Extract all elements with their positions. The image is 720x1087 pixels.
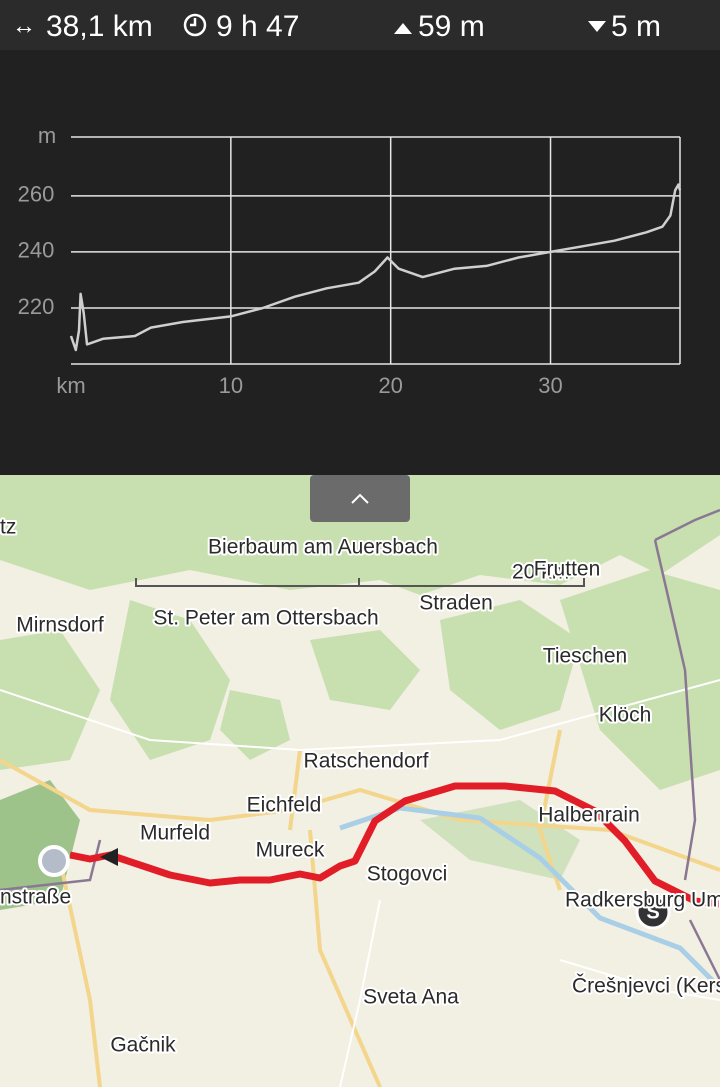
end-marker[interactable] <box>38 845 70 877</box>
chart-panel <box>0 50 720 475</box>
y-tick-label: 240 <box>18 238 55 263</box>
place-label: Bierbaum am Auersbach <box>208 536 438 559</box>
duration: 9 h 47 <box>216 10 299 43</box>
place-label: Eichfeld <box>247 794 322 817</box>
x-tick-label: 10 <box>219 373 243 398</box>
place-label: Mureck <box>256 839 325 862</box>
start-marker-letter: S <box>646 901 659 923</box>
y-tick-label: 260 <box>18 182 55 207</box>
route <box>69 782 720 908</box>
expand-chevron <box>351 493 369 504</box>
descent: 5 m <box>611 10 661 43</box>
start-marker[interactable] <box>635 894 671 930</box>
place-label: Klöch <box>599 704 652 727</box>
duration-icon <box>183 13 207 37</box>
expand-handle[interactable] <box>310 475 410 522</box>
place-label: Murfeld <box>140 822 210 845</box>
ascent-icon <box>394 23 412 34</box>
place-label: Črešnjevci (Kersch <box>572 975 720 998</box>
descent-icon <box>588 21 606 32</box>
place-label: Straden <box>419 592 493 615</box>
map[interactable]: S 20 km tz Bierbaum am Auersbach Frutten… <box>0 475 720 1087</box>
elevation-line <box>69 183 682 352</box>
border <box>653 508 720 981</box>
x-tick-label: 30 <box>538 373 562 398</box>
place-label: Frutten <box>534 558 601 581</box>
place-label: nstraße <box>0 886 71 909</box>
forest-areas <box>0 475 720 910</box>
scale-bar <box>135 578 585 587</box>
minor-roads <box>0 679 720 1087</box>
distance-icon: ↔ <box>12 12 36 39</box>
y-tick-label: 220 <box>18 294 55 319</box>
distance: 38,1 km <box>46 10 153 43</box>
scale-label: 20 km <box>512 561 569 584</box>
duration-icon-hands <box>190 18 197 27</box>
place-label: Stogovci <box>367 863 448 886</box>
y-axis-label: m <box>38 123 56 148</box>
place-label: Halbenrain <box>538 804 640 827</box>
place-label: Gačnik <box>110 1034 176 1057</box>
place-label: Sveta Ana <box>363 986 459 1009</box>
place-label: Ratschendorf <box>304 750 429 773</box>
x-tick-label: 20 <box>378 373 402 398</box>
place-label: Radkersburg Um <box>565 889 720 912</box>
place-label: tz <box>0 516 16 539</box>
ascent: 59 m <box>418 10 485 43</box>
place-label: Tieschen <box>543 645 627 668</box>
x-axis-label: km <box>56 373 85 398</box>
roads <box>0 729 720 1087</box>
place-label: Mirnsdorf <box>16 614 104 637</box>
place-label: St. Peter am Ottersbach <box>153 607 378 630</box>
direction-arrow <box>100 848 118 866</box>
